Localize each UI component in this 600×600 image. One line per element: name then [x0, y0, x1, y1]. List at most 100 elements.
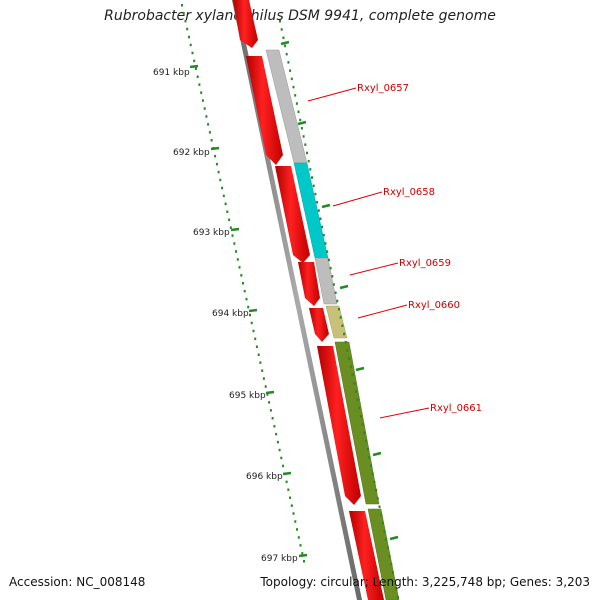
gene-arrow[interactable] [275, 166, 310, 263]
ruler-minor-tick [255, 345, 258, 348]
ruler-minor-tick [221, 186, 224, 190]
ruler-minor-tick [376, 497, 379, 500]
ruler-minor-tick [292, 85, 295, 89]
ruler-minor-tick [383, 530, 386, 533]
ruler-minor-tick [269, 409, 272, 412]
ruler-minor-tick [236, 258, 239, 261]
ruler-minor-tick [344, 340, 347, 344]
ruler-minor-tick [356, 398, 359, 401]
ruler-minor-tick [336, 299, 339, 303]
ruler-minor-tick [279, 20, 281, 23]
ruler-minor-tick [296, 528, 298, 531]
ruler-minor-tick [334, 291, 337, 294]
gene-next[interactable] [367, 508, 400, 600]
ruler-minor-tick [266, 393, 269, 396]
ruler-minor-tick [304, 143, 307, 146]
ruler-minor-tick [257, 353, 260, 356]
ruler-minor-tick [224, 202, 227, 206]
ruler-minor-tick [366, 447, 369, 451]
ruler-minor-tick [395, 587, 398, 591]
gene-rxyl-0661[interactable] [334, 341, 380, 505]
ruler-label-696: 696 kbp [246, 472, 283, 482]
ruler-major-tick [210, 146, 220, 151]
ruler-right-ticks [280, 40, 399, 541]
ruler-label-691: 691 kbp [153, 68, 190, 78]
ruler-minor-tick [287, 61, 290, 64]
ruler-minor-tick [322, 233, 325, 237]
ruler-minor-tick [289, 496, 292, 499]
ruler-minor-tick [381, 521, 384, 525]
ruler-minor-tick [373, 480, 376, 484]
ruler-minor-tick [238, 266, 241, 269]
gene-label-rxyl-0658[interactable]: Rxyl_0658 [383, 187, 435, 198]
gene-arrow[interactable] [317, 346, 361, 505]
ruler-minor-tick [228, 218, 231, 221]
ruler-minor-tick [368, 456, 371, 459]
ruler-minor-tick [354, 390, 357, 393]
genome-title: Rubrobacter xylanophilus DSM 9941, compl… [104, 8, 496, 24]
ruler-minor-tick [287, 488, 290, 491]
ruler-major-tick [298, 553, 308, 558]
ruler-minor-tick [219, 178, 222, 182]
ruler-minor-tick [341, 324, 344, 327]
gene-label-rxyl-0657[interactable]: Rxyl_0657 [357, 83, 409, 94]
gene-arrow[interactable] [298, 262, 320, 306]
ruler-minor-tick [243, 289, 246, 293]
ruler-minor-tick [351, 373, 354, 377]
ruler-minor-tick [299, 118, 302, 122]
ruler-minor-tick [348, 357, 351, 360]
ruler-minor-tick [188, 35, 190, 39]
ruler-minor-tick [386, 546, 389, 550]
ruler-minor-tick [268, 401, 271, 404]
gene-arrow[interactable] [233, 0, 258, 48]
ruler-minor-tick [306, 151, 308, 155]
gene-arrow[interactable] [246, 56, 283, 165]
ruler-minor-tick [295, 102, 298, 105]
ruler-minor-tick [309, 168, 312, 171]
gene-rxyl-0659[interactable] [314, 257, 338, 305]
ruler-major-tick [265, 390, 275, 395]
ruler-minor-tick [289, 69, 292, 72]
ruler-label-697: 697 kbp [261, 554, 298, 564]
gene-label-rxyl-0660[interactable]: Rxyl_0660 [408, 300, 460, 311]
ruler-minor-tick [359, 415, 362, 418]
ruler-minor-tick [300, 127, 303, 130]
ruler-minor-tick [191, 51, 194, 55]
ruler-minor-tick [397, 596, 399, 599]
ruler-ticks [181, 4, 399, 599]
ruler-label-693: 693 kbp [193, 228, 230, 238]
ruler-minor-tick [189, 43, 192, 47]
ruler-minor-tick [186, 27, 189, 31]
ruler-minor-tick [222, 194, 225, 198]
ruler-minor-tick [259, 361, 262, 364]
ruler-minor-tick [327, 258, 330, 262]
ruler-minor-tick [261, 369, 264, 372]
ruler-minor-tick [358, 406, 361, 410]
gene-label-rxyl-0661[interactable]: Rxyl_0661 [430, 403, 482, 414]
gene-arrow[interactable] [349, 511, 384, 600]
gene-label-rxyl-0659[interactable]: Rxyl_0659 [399, 258, 451, 269]
ruler-minor-tick [319, 217, 322, 220]
ruler-minor-tick [252, 329, 255, 333]
ruler-minor-tick [215, 162, 218, 166]
ruler-minor-tick [294, 94, 297, 97]
ruler-minor-tick [294, 520, 297, 523]
ruler-minor-tick [290, 504, 293, 507]
ruler-minor-tick [280, 456, 283, 460]
ruler-minor-tick [365, 439, 367, 443]
gene-arrow[interactable] [309, 308, 329, 342]
ruler-minor-tick [317, 209, 320, 212]
accession-label: Accession: NC_008148 [9, 575, 146, 589]
ruler-minor-tick [276, 440, 279, 444]
ruler-minor-tick [275, 432, 278, 436]
gene-rxyl-0660[interactable] [325, 305, 348, 339]
ruler-major-tick [189, 64, 199, 69]
ruler-label-694: 694 kbp [212, 309, 249, 319]
ruler-minor-tick [205, 115, 208, 118]
ruler-minor-tick [240, 274, 243, 277]
ruler-minor-tick [380, 513, 383, 517]
ruler-minor-tick [332, 283, 335, 286]
ruler-minor-tick [299, 544, 302, 547]
